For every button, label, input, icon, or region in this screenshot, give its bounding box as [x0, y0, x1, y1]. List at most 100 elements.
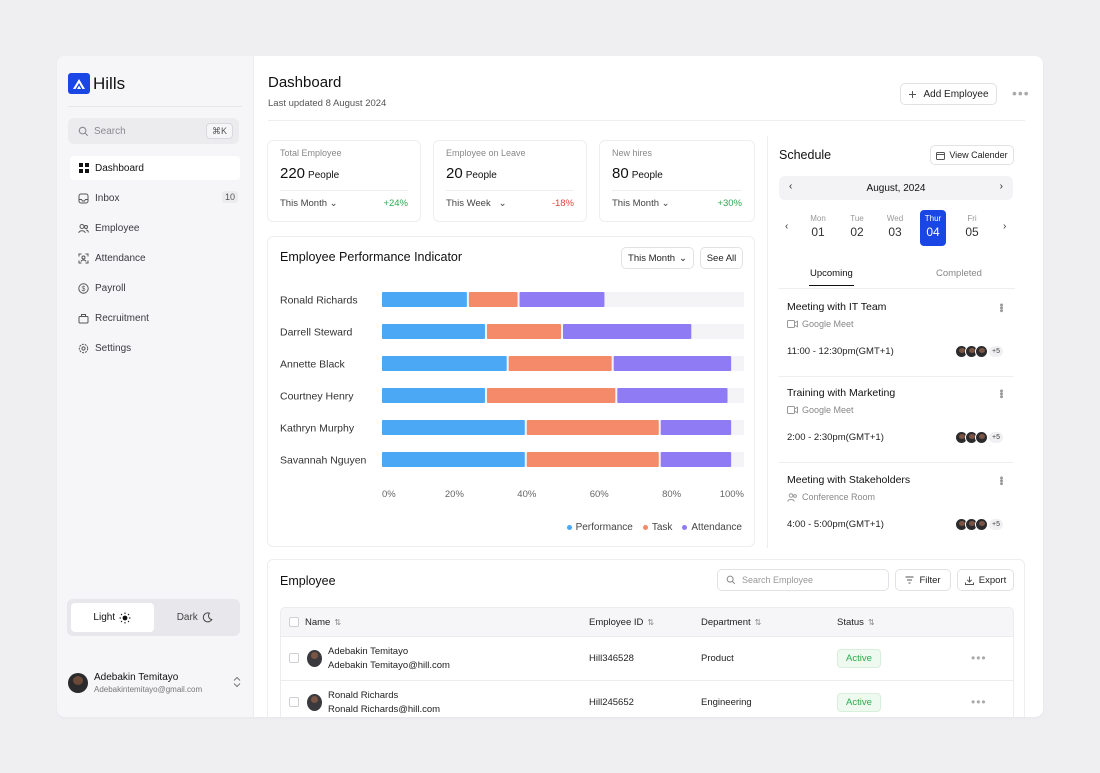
divider: [612, 190, 742, 191]
chevron-left-icon[interactable]: ‹: [789, 181, 793, 192]
sidebar-item-payroll[interactable]: $ Payroll: [70, 276, 240, 300]
more-vertical-icon[interactable]: •••: [995, 389, 1007, 398]
more-options-icon[interactable]: •••: [971, 651, 987, 665]
day-thur-selected[interactable]: Thur 04: [920, 210, 946, 246]
period-dropdown[interactable]: This Week ⌄: [446, 198, 507, 209]
chevron-down-icon: ⌄: [498, 198, 507, 209]
table-row[interactable]: Adebakin Temitayo Adebakin Temitayo@hill…: [280, 637, 1014, 681]
day-name: Fri: [967, 214, 977, 223]
bar-performance[interactable]: [382, 420, 525, 435]
bar-task[interactable]: [526, 420, 659, 435]
select-all-checkbox[interactable]: [289, 617, 299, 627]
sidebar-item-inbox[interactable]: Inbox 10: [70, 186, 240, 210]
more-vertical-icon[interactable]: •••: [995, 476, 1007, 485]
event-card[interactable]: Training with Marketing Google Meet 2:00…: [779, 379, 1013, 463]
theme-light-option[interactable]: Light: [71, 603, 154, 632]
employee-search-input[interactable]: Search Employee: [717, 569, 889, 591]
avatar: [975, 430, 989, 444]
bar-attendance[interactable]: [660, 420, 732, 435]
avatar: [955, 344, 969, 358]
stat-number: 80: [612, 165, 629, 182]
sidebar-search-input[interactable]: Search ⌘K: [68, 118, 239, 144]
stat-value: 80 People: [612, 165, 663, 182]
more-vertical-icon[interactable]: •••: [995, 303, 1007, 312]
brand-logo[interactable]: Hills: [68, 73, 125, 94]
sidebar-item-attendance[interactable]: Attendance: [70, 246, 240, 270]
chevron-right-icon[interactable]: ›: [1003, 221, 1007, 232]
brand-name: Hills: [93, 73, 126, 93]
bar-task[interactable]: [526, 452, 659, 467]
tab-upcoming[interactable]: Upcoming: [810, 268, 853, 279]
day-fri[interactable]: Fri 05: [959, 210, 985, 246]
moon-icon: [202, 612, 213, 623]
bar-performance[interactable]: [382, 452, 525, 467]
event-card[interactable]: Meeting with IT Team Google Meet 11:00 -…: [779, 293, 1013, 377]
stat-label: Total Employee: [280, 148, 342, 158]
view-calendar-button[interactable]: View Calender: [930, 145, 1014, 165]
users-icon: [78, 223, 89, 234]
bar-task[interactable]: [508, 356, 612, 371]
table-row[interactable]: Ronald Richards Ronald Richards@hill.com…: [280, 681, 1014, 717]
bar-task[interactable]: [468, 292, 518, 307]
stat-card-total-employee: Total Employee 220 People This Month ⌄ +2…: [267, 140, 421, 222]
see-all-button[interactable]: See All: [700, 247, 743, 269]
stat-unit: People: [465, 170, 497, 181]
bar-performance[interactable]: [382, 292, 467, 307]
extra-attendees-count: +5: [989, 518, 1003, 530]
column-header-name[interactable]: Name ⇅: [305, 617, 341, 628]
period-dropdown[interactable]: This Month ⌄: [612, 198, 670, 209]
bar-task[interactable]: [486, 324, 561, 339]
sidebar-item-settings[interactable]: Settings: [70, 336, 240, 360]
employee-name: Ronald Richards: [328, 690, 399, 701]
column-header-department[interactable]: Department ⇅: [701, 617, 761, 628]
x-tick-label: 20%: [445, 489, 465, 500]
day-tue[interactable]: Tue 02: [844, 210, 870, 246]
theme-dark-option[interactable]: Dark: [154, 603, 237, 632]
tab-completed[interactable]: Completed: [936, 268, 982, 279]
video-icon: [787, 320, 798, 328]
filter-label: Filter: [919, 574, 941, 586]
export-button[interactable]: Export: [957, 569, 1014, 591]
download-icon: [964, 576, 974, 585]
column-header-status[interactable]: Status ⇅: [837, 617, 875, 628]
bar-attendance[interactable]: [519, 292, 605, 307]
row-checkbox[interactable]: [289, 697, 299, 707]
divider: [446, 190, 574, 191]
bar-attendance[interactable]: [613, 356, 732, 371]
bar-performance[interactable]: [382, 388, 485, 403]
chevron-down-icon: ⌄: [661, 198, 670, 209]
chart-period-dropdown[interactable]: This Month ⌄: [621, 247, 694, 269]
day-wed[interactable]: Wed 03: [882, 210, 908, 246]
stat-change: +30%: [717, 198, 742, 209]
chevron-right-icon[interactable]: ›: [999, 181, 1003, 192]
y-tick-label: Darrell Steward: [280, 327, 353, 339]
avatar: [965, 517, 979, 531]
sidebar-item-recruitment[interactable]: Recruitment: [70, 306, 240, 330]
period-dropdown[interactable]: This Month ⌄: [280, 198, 338, 209]
attendee-avatars: +5: [955, 343, 1003, 359]
more-options-icon[interactable]: •••: [971, 695, 987, 709]
employee-email: Adebakin Temitayo@hill.com: [328, 660, 450, 671]
chevron-left-icon[interactable]: ‹: [785, 221, 789, 232]
employee-department: Product: [701, 653, 734, 664]
bar-attendance[interactable]: [660, 452, 732, 467]
sidebar-item-dashboard[interactable]: Dashboard: [70, 156, 240, 180]
employee-department: Engineering: [701, 697, 752, 708]
event-card[interactable]: Meeting with Stakeholders Conference Roo…: [779, 466, 1013, 550]
bar-performance[interactable]: [382, 324, 485, 339]
row-checkbox[interactable]: [289, 653, 299, 663]
more-options-icon[interactable]: •••: [1012, 85, 1030, 101]
user-profile[interactable]: Adebakin Temitayo Adebakintemitayo@gmail…: [68, 668, 243, 698]
filter-button[interactable]: Filter: [895, 569, 951, 591]
column-header-employee-id[interactable]: Employee ID ⇅: [589, 617, 654, 628]
sort-icon: ⇅: [334, 618, 342, 627]
bar-performance[interactable]: [382, 356, 507, 371]
bar-attendance[interactable]: [617, 388, 728, 403]
sidebar-item-label: Payroll: [95, 282, 126, 294]
day-mon[interactable]: Mon 01: [805, 210, 831, 246]
bar-task[interactable]: [486, 388, 616, 403]
bar-attendance[interactable]: [563, 324, 692, 339]
add-employee-button[interactable]: Add Employee: [900, 83, 997, 105]
sidebar-item-employee[interactable]: Employee: [70, 216, 240, 240]
legend-label: Attendance: [691, 522, 742, 533]
